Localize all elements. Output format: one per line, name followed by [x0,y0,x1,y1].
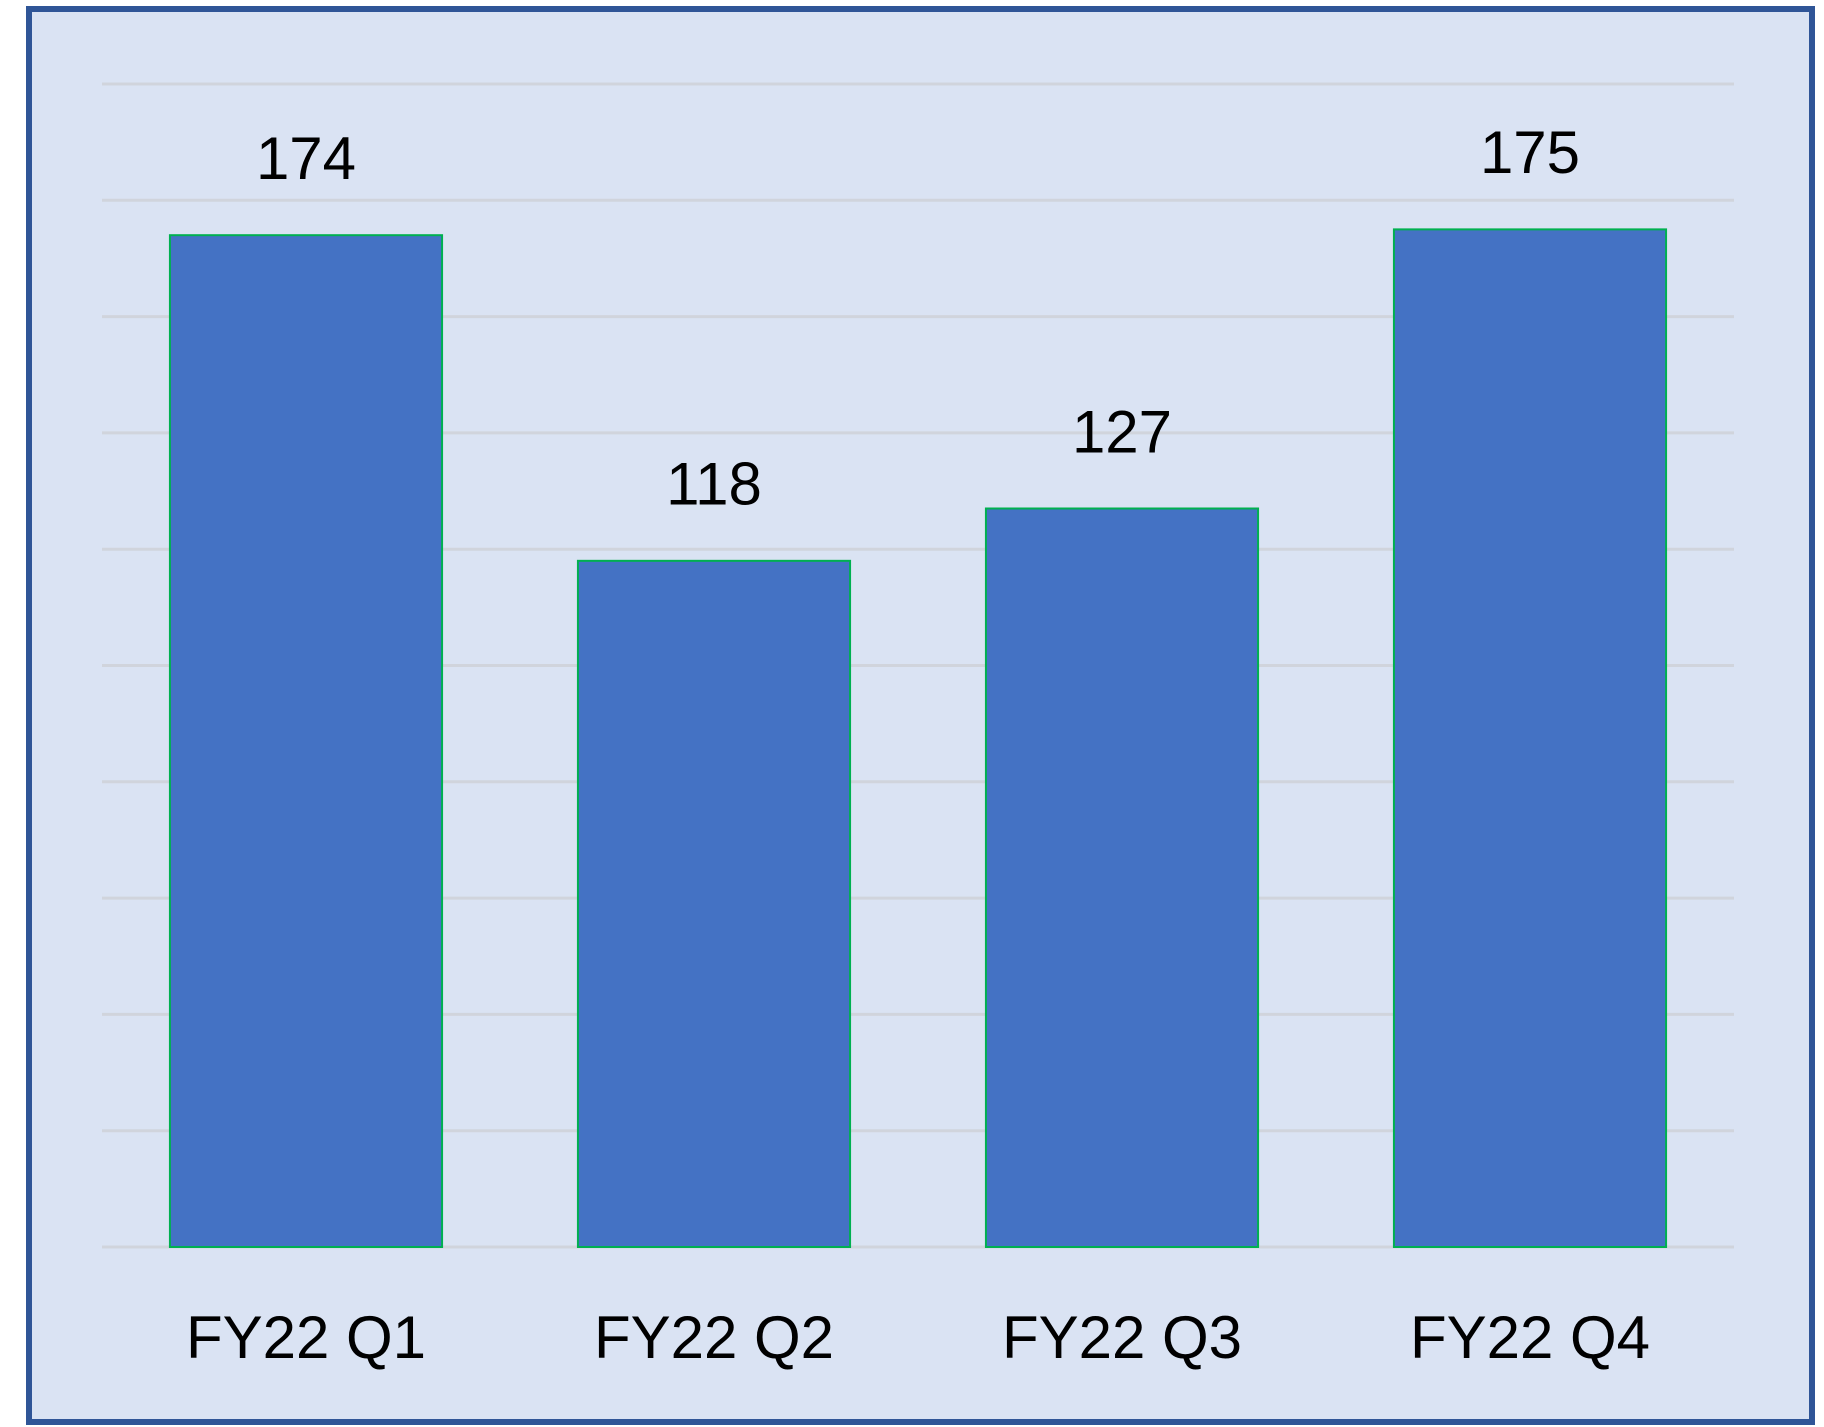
x-tick-label: FY22 Q2 [594,1304,834,1371]
bar [1392,228,1668,1248]
data-label: 127 [1072,398,1172,465]
bar [168,234,444,1248]
x-tick-label: FY22 Q4 [1410,1304,1650,1371]
data-label: 118 [666,451,762,518]
data-label: 175 [1480,119,1580,186]
x-tick-label: FY22 Q3 [1002,1304,1242,1371]
x-tick-label: FY22 Q1 [186,1304,426,1371]
bar [576,559,852,1248]
bar [984,507,1260,1248]
data-label: 174 [256,125,356,192]
